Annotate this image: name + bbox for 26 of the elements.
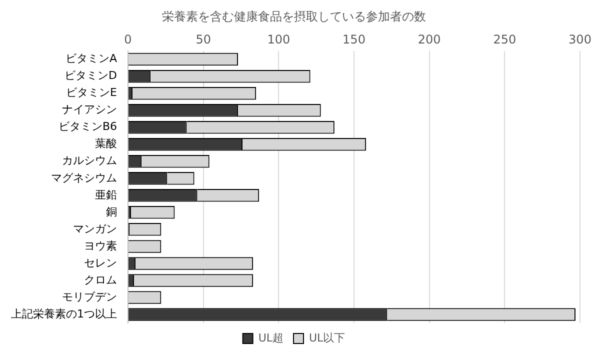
x-tick-label: 250 — [493, 32, 516, 47]
x-tick-label: 150 — [342, 32, 366, 47]
legend-label: UL超 — [258, 331, 284, 344]
y-tick-label: 上記栄養素の1つ以上 — [11, 307, 117, 320]
y-tick-label: ビタミンD — [64, 69, 117, 82]
legend-label: UL以下 — [309, 331, 346, 344]
x-tick-label: 50 — [196, 32, 211, 47]
y-tick-label: ビタミンB6 — [58, 120, 117, 134]
x-tick-label: 300 — [568, 32, 592, 47]
y-tick-label: マンガン — [73, 222, 117, 236]
y-tick-label: ビタミンA — [65, 52, 118, 66]
y-tick-label: モリブデン — [62, 290, 117, 304]
y-tick-label: ナイアシン — [62, 103, 117, 116]
x-tick-label: 0 — [124, 32, 132, 47]
y-tick-label: クロム — [84, 273, 117, 286]
y-tick-label: ビタミンE — [66, 86, 118, 100]
y-tick-label: セレン — [84, 256, 117, 270]
x-tick-label: 100 — [267, 32, 290, 47]
x-tick-label: 200 — [418, 32, 441, 47]
y-tick-label: マグネシウム — [51, 171, 117, 184]
y-tick-label: 銅 — [106, 205, 117, 218]
y-tick-label: 亜鉛 — [95, 188, 117, 202]
chart-title: 栄養素を含む健康食品を摂取している参加者の数 — [162, 9, 426, 24]
y-tick-label: 葉酸 — [95, 137, 117, 150]
y-tick-label: ヨウ素 — [84, 239, 117, 252]
y-tick-label: カルシウム — [62, 154, 117, 168]
